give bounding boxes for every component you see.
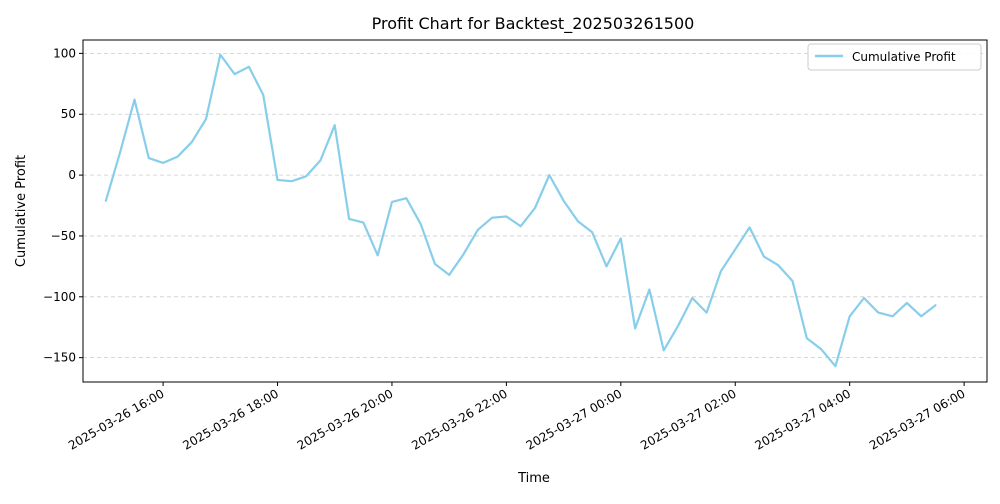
x-axis: 2025-03-26 16:00 2025-03-26 18:00 2025-03-… [66, 382, 968, 453]
series-layer [104, 53, 937, 368]
x-tick-label: 2025-03-26 22:00 [409, 386, 510, 452]
plot-frame [82, 39, 988, 383]
y-tick-label: −50 [51, 229, 76, 243]
x-tick-label: 2025-03-27 04:00 [753, 386, 854, 452]
x-tick-label: 2025-03-26 18:00 [180, 386, 281, 452]
y-tick-label: 100 [53, 46, 76, 60]
x-tick-label: 2025-03-26 20:00 [295, 386, 396, 452]
x-tick-label: 2025-03-27 00:00 [524, 386, 625, 452]
x-tick-label: 2025-03-27 02:00 [638, 386, 739, 452]
chart-title: Profit Chart for Backtest_202503261500 [372, 14, 695, 34]
series-line-cumulative-profit [104, 53, 937, 368]
y-tick-label: 0 [68, 168, 76, 182]
legend: Cumulative Profit [807, 43, 982, 71]
grid-lines [83, 52, 987, 359]
x-axis-title: Time [517, 471, 550, 486]
legend-box [807, 43, 982, 71]
legend-label: Cumulative Profit [852, 50, 956, 64]
y-tick-label: −100 [43, 290, 76, 304]
y-axis-title: Cumulative Profit [14, 155, 29, 267]
y-tick-label: −150 [43, 351, 76, 365]
y-tick-label: 50 [61, 107, 76, 121]
x-tick-label: 2025-03-26 16:00 [66, 386, 167, 452]
x-tick-label: 2025-03-27 06:00 [867, 386, 968, 452]
y-axis: 100 50 0 −50 −100 −150 [43, 46, 83, 365]
